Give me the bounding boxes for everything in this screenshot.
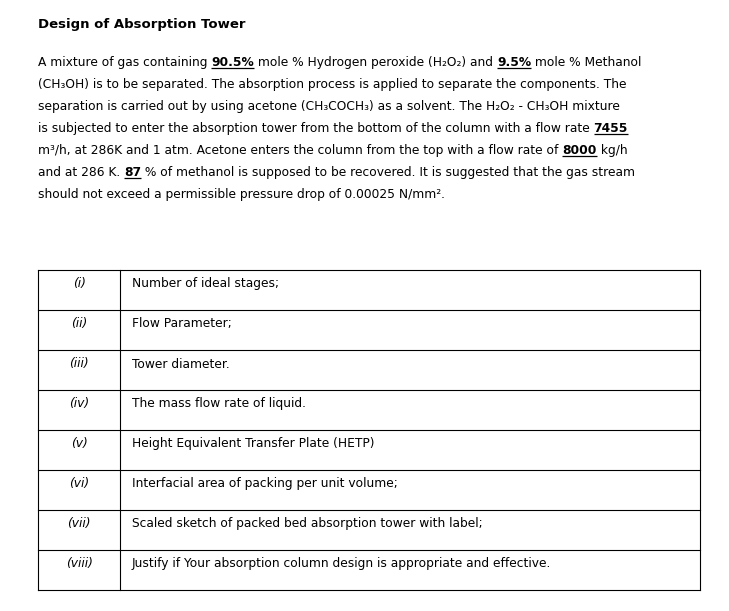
Text: (viii): (viii) <box>66 557 93 571</box>
Text: and at 286 K.: and at 286 K. <box>38 166 124 179</box>
Text: 87: 87 <box>124 166 141 179</box>
Text: 90.5%: 90.5% <box>211 56 254 69</box>
Text: mole % Methanol: mole % Methanol <box>531 56 642 69</box>
Text: (CH₃OH) is to be separated. The absorption process is applied to separate the co: (CH₃OH) is to be separated. The absorpti… <box>38 78 626 91</box>
Text: kg/h: kg/h <box>596 144 627 157</box>
Text: The mass flow rate of liquid.: The mass flow rate of liquid. <box>132 398 306 411</box>
Text: m³/h, at 286K and 1 atm. Acetone enters the column from the top with a flow rate: m³/h, at 286K and 1 atm. Acetone enters … <box>38 144 562 157</box>
Text: Justify if Your absorption column design is appropriate and effective.: Justify if Your absorption column design… <box>132 557 551 571</box>
Text: 7455: 7455 <box>593 122 628 135</box>
Text: should not exceed a permissible pressure drop of 0.00025 N/mm².: should not exceed a permissible pressure… <box>38 188 445 201</box>
Text: 8000: 8000 <box>562 144 596 157</box>
Text: mole % Hydrogen peroxide (H₂O₂) and: mole % Hydrogen peroxide (H₂O₂) and <box>254 56 497 69</box>
Text: Interfacial area of packing per unit volume;: Interfacial area of packing per unit vol… <box>132 478 398 491</box>
Text: (iv): (iv) <box>69 398 89 411</box>
Text: separation is carried out by using acetone (CH₃COCH₃) as a solvent. The H₂O₂ - C: separation is carried out by using aceto… <box>38 100 620 113</box>
Text: 9.5%: 9.5% <box>497 56 531 69</box>
Text: (iii): (iii) <box>69 357 89 370</box>
Text: (vi): (vi) <box>69 478 89 491</box>
Text: Design of Absorption Tower: Design of Absorption Tower <box>38 18 246 31</box>
Text: Scaled sketch of packed bed absorption tower with label;: Scaled sketch of packed bed absorption t… <box>132 518 483 530</box>
Text: Flow Parameter;: Flow Parameter; <box>132 318 232 331</box>
Text: Tower diameter.: Tower diameter. <box>132 357 230 370</box>
Text: % of methanol is supposed to be recovered. It is suggested that the gas stream: % of methanol is supposed to be recovere… <box>141 166 635 179</box>
Text: (ii): (ii) <box>71 318 87 331</box>
Text: (vii): (vii) <box>67 518 90 530</box>
Text: (i): (i) <box>73 277 85 290</box>
Text: A mixture of gas containing: A mixture of gas containing <box>38 56 211 69</box>
Text: Number of ideal stages;: Number of ideal stages; <box>132 277 279 290</box>
Text: (v): (v) <box>71 437 87 450</box>
Text: Height Equivalent Transfer Plate (HETP): Height Equivalent Transfer Plate (HETP) <box>132 437 375 450</box>
Text: is subjected to enter the absorption tower from the bottom of the column with a : is subjected to enter the absorption tow… <box>38 122 593 135</box>
